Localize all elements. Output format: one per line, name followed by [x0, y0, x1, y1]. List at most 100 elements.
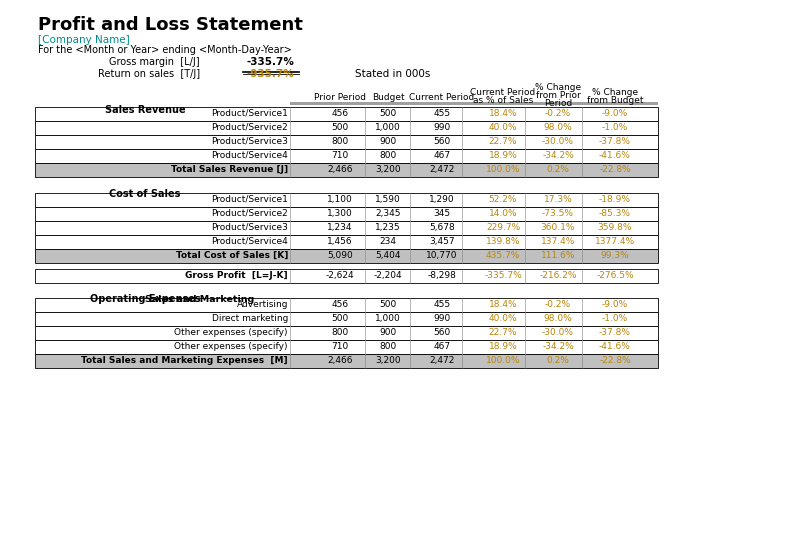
Text: Budget: Budget [371, 93, 404, 102]
Text: 22.7%: 22.7% [489, 328, 517, 337]
Text: 98.0%: 98.0% [544, 123, 573, 132]
Text: 139.8%: 139.8% [485, 237, 520, 246]
Text: 1,456: 1,456 [327, 237, 353, 246]
Text: 3,200: 3,200 [375, 165, 400, 174]
Text: -41.6%: -41.6% [599, 342, 631, 351]
Text: 500: 500 [332, 123, 349, 132]
Text: as % of Sales: as % of Sales [473, 96, 533, 105]
Text: 10,770: 10,770 [426, 251, 458, 260]
Text: 40.0%: 40.0% [489, 314, 517, 323]
Text: Other expenses (specify): Other expenses (specify) [175, 342, 288, 351]
Text: 800: 800 [332, 137, 349, 146]
Text: -216.2%: -216.2% [540, 271, 577, 280]
Text: 18.4%: 18.4% [489, 109, 517, 118]
Text: -335.7%: -335.7% [484, 271, 522, 280]
Text: 560: 560 [434, 328, 451, 337]
Text: 455: 455 [434, 109, 451, 118]
Bar [35, 107, 658, 121]
Text: Current Period: Current Period [470, 88, 536, 97]
Text: 2,472: 2,472 [430, 165, 455, 174]
Text: 2,466: 2,466 [328, 356, 353, 365]
Text: -0.2%: -0.2% [545, 109, 571, 118]
Text: -41.6%: -41.6% [599, 151, 631, 160]
Text: 100.0%: 100.0% [485, 165, 520, 174]
Text: 1,000: 1,000 [375, 314, 401, 323]
Text: 500: 500 [379, 109, 396, 118]
Text: Advertising: Advertising [236, 300, 288, 309]
Text: 40.0%: 40.0% [489, 123, 517, 132]
Text: 345: 345 [434, 209, 451, 218]
Text: Product/Service3: Product/Service3 [211, 223, 288, 232]
Bar [290, 102, 658, 105]
Text: Sales and Marketing: Sales and Marketing [146, 295, 255, 304]
Bar [35, 149, 658, 163]
Text: 1,235: 1,235 [375, 223, 400, 232]
Text: Product/Service1: Product/Service1 [211, 109, 288, 118]
Text: -30.0%: -30.0% [542, 137, 574, 146]
Text: 1377.4%: 1377.4% [595, 237, 635, 246]
Bar [35, 340, 658, 354]
Text: 710: 710 [332, 151, 349, 160]
Text: -1.0%: -1.0% [602, 314, 628, 323]
Text: 17.3%: 17.3% [544, 195, 573, 204]
Text: 900: 900 [379, 328, 396, 337]
Text: 5,090: 5,090 [327, 251, 353, 260]
Text: Profit and Loss Statement: Profit and Loss Statement [38, 16, 303, 34]
Text: 1,100: 1,100 [327, 195, 353, 204]
Text: 1,290: 1,290 [430, 195, 455, 204]
Text: 456: 456 [332, 300, 349, 309]
Text: Total Sales Revenue [J]: Total Sales Revenue [J] [171, 165, 288, 174]
Text: 990: 990 [434, 314, 451, 323]
Text: 18.9%: 18.9% [489, 151, 518, 160]
Text: -9.0%: -9.0% [602, 109, 628, 118]
Text: 2,345: 2,345 [375, 209, 400, 218]
Text: 1,300: 1,300 [327, 209, 353, 218]
Text: 3,200: 3,200 [375, 356, 400, 365]
Text: 5,678: 5,678 [429, 223, 455, 232]
Text: 800: 800 [332, 328, 349, 337]
Text: 2,472: 2,472 [430, 356, 455, 365]
Text: Product/Service4: Product/Service4 [211, 237, 288, 246]
Text: -34.2%: -34.2% [542, 342, 574, 351]
Text: Product/Service3: Product/Service3 [211, 137, 288, 146]
Text: -8,298: -8,298 [428, 271, 456, 280]
Bar [35, 354, 658, 368]
Bar [35, 121, 658, 135]
Text: Cost of Sales: Cost of Sales [109, 189, 180, 199]
Text: 1,234: 1,234 [328, 223, 353, 232]
Text: Direct marketing: Direct marketing [212, 314, 288, 323]
Text: Current Period: Current Period [409, 93, 475, 102]
Text: 18.9%: 18.9% [489, 342, 518, 351]
Bar [35, 207, 658, 221]
Text: 234: 234 [379, 237, 396, 246]
Text: 99.3%: 99.3% [600, 251, 629, 260]
Text: Period: Period [544, 99, 572, 108]
Text: Operating Expenses: Operating Expenses [90, 294, 201, 304]
Text: Gross Profit  [L=J-K]: Gross Profit [L=J-K] [185, 271, 288, 280]
Text: 14.0%: 14.0% [489, 209, 517, 218]
Text: -37.8%: -37.8% [599, 137, 631, 146]
Text: -9.0%: -9.0% [602, 300, 628, 309]
Bar [35, 312, 658, 326]
Bar [35, 235, 658, 249]
Text: -34.2%: -34.2% [542, 151, 574, 160]
Text: Product/Service2: Product/Service2 [211, 123, 288, 132]
Text: -335.7%: -335.7% [246, 57, 294, 67]
Text: % Change: % Change [535, 83, 581, 92]
Text: 2,466: 2,466 [328, 165, 353, 174]
Text: Stated in 000s: Stated in 000s [355, 69, 430, 79]
Text: Product/Service2: Product/Service2 [211, 209, 288, 218]
Text: -276.5%: -276.5% [596, 271, 633, 280]
Text: 22.7%: 22.7% [489, 137, 517, 146]
Text: Sales Revenue: Sales Revenue [104, 105, 185, 115]
Text: 360.1%: 360.1% [540, 223, 575, 232]
Text: 0.2%: 0.2% [547, 356, 570, 365]
Text: 560: 560 [434, 137, 451, 146]
Text: from Budget: from Budget [587, 96, 643, 105]
Text: -18.9%: -18.9% [599, 195, 631, 204]
Text: 5,404: 5,404 [375, 251, 400, 260]
Text: Total Sales and Marketing Expenses  [M]: Total Sales and Marketing Expenses [M] [82, 356, 288, 365]
Text: 137.4%: 137.4% [540, 237, 575, 246]
Text: Product/Service4: Product/Service4 [211, 151, 288, 160]
Text: from Prior: from Prior [536, 91, 580, 100]
